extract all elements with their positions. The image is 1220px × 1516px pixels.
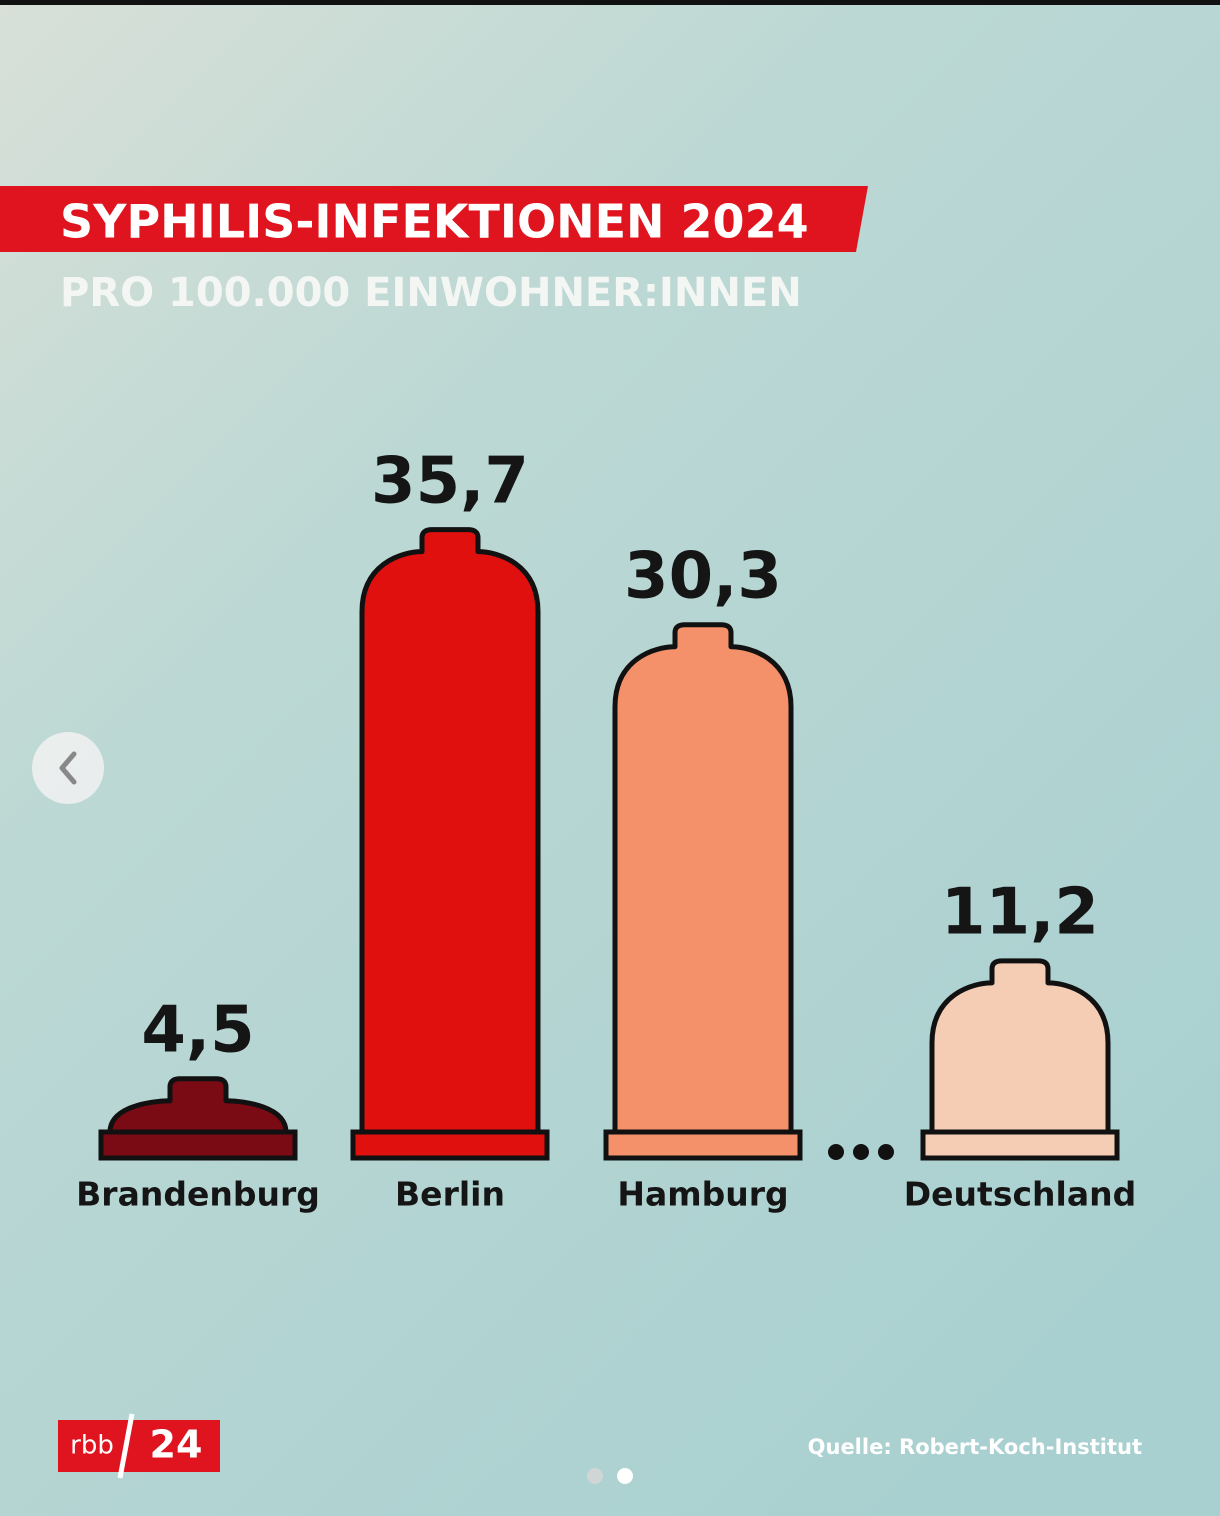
x-tick-label: Brandenburg xyxy=(76,1175,320,1214)
bar-base xyxy=(98,1129,298,1161)
bar xyxy=(612,622,794,1135)
logo-box xyxy=(58,1420,220,1472)
value-label: 30,3 xyxy=(624,539,782,613)
top-bar xyxy=(0,0,1220,5)
logo-rbb: rbb xyxy=(70,1431,114,1461)
x-tick-label: Berlin xyxy=(395,1175,505,1214)
dot xyxy=(828,1144,844,1160)
logo-slash xyxy=(117,1413,135,1479)
ellipsis xyxy=(828,1144,894,1160)
source: Quelle: Robert-Koch-Institut xyxy=(808,1435,1142,1459)
page-dot-active[interactable] xyxy=(617,1468,633,1484)
bar xyxy=(359,527,541,1135)
chart-subtitle: PRO 100.000 EINWOHNER:INNEN xyxy=(60,270,802,316)
page-dot[interactable] xyxy=(587,1468,603,1484)
x-tick-label: Deutschland xyxy=(904,1175,1136,1214)
prev-arrow[interactable] xyxy=(59,751,77,785)
bar-base xyxy=(350,1129,550,1161)
dot xyxy=(878,1144,894,1160)
bar xyxy=(107,1076,289,1135)
logo: rbb 24 xyxy=(58,1413,220,1479)
value-label: 4,5 xyxy=(141,993,254,1067)
value-label: 11,2 xyxy=(941,875,1099,949)
dot xyxy=(853,1144,869,1160)
bar-base xyxy=(603,1129,803,1161)
x-tick-label: Hamburg xyxy=(617,1175,788,1214)
logo-24: 24 xyxy=(150,1423,203,1467)
prev-circle[interactable] xyxy=(32,732,104,804)
title-banner xyxy=(0,186,868,252)
chart-title: SYPHILIS-INFEKTIONEN 2024 xyxy=(60,195,809,249)
bar xyxy=(929,958,1111,1135)
value-label: 35,7 xyxy=(371,444,529,518)
bar-base xyxy=(920,1129,1120,1161)
prev-button[interactable] xyxy=(32,732,104,804)
